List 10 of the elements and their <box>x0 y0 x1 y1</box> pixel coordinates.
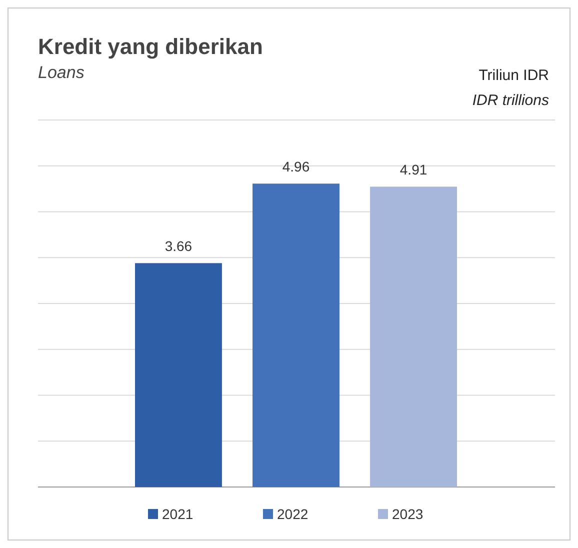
legend-label: 2021 <box>162 506 194 522</box>
text: IDR trillions <box>472 92 550 109</box>
chart-title: Kredit yang diberikan <box>38 34 263 59</box>
data-label: 4.96 <box>282 158 310 175</box>
text: Triliun IDR <box>478 67 550 84</box>
data-label: 4.91 <box>400 162 428 178</box>
legend-label: 2022 <box>277 506 308 522</box>
legend-label: 2023 <box>392 506 424 522</box>
chart-subtitle: Loans <box>38 63 85 82</box>
data-label: 3.66 <box>164 238 192 254</box>
